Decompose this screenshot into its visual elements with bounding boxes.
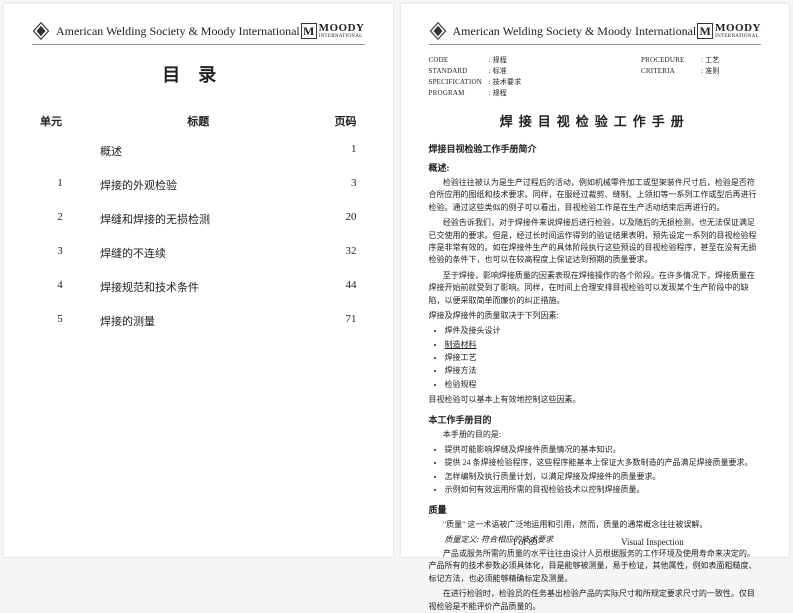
- toc-unit: 5: [40, 313, 80, 329]
- bullet-item: 焊接工艺: [445, 352, 762, 364]
- toc-row: 3焊缝的不连续32: [32, 245, 365, 261]
- bullet-item: 提供 24 条焊接检验程序，这些程序能基本上保证大多数制造的产品满足焊接质量要求…: [445, 457, 762, 469]
- toc-unit: 4: [40, 279, 80, 295]
- section-overview: 概述:: [429, 161, 762, 174]
- moody-main: MOODY: [715, 23, 761, 34]
- section-purpose: 本工作手册目的: [429, 413, 762, 426]
- section-quality: 质量: [429, 503, 762, 516]
- meta-val: : 工艺: [701, 56, 720, 64]
- para: 经验告诉我们，对于焊接件来说焊接后进行检验，以及随后的无损检测，也无法保证满足已…: [429, 217, 762, 267]
- bullet-list-purpose: 提供可能影响焊缝及焊接件质量情况的基本知识。提供 24 条焊接检验程序，这些程序…: [445, 444, 762, 497]
- toc-unit: 1: [40, 177, 80, 193]
- para: 焊接及焊接件的质量取决于下列因素:: [429, 310, 762, 322]
- toc-row: 4焊接规范和技术条件44: [32, 279, 365, 295]
- header-org: American Welding Society & Moody Interna…: [453, 24, 698, 39]
- meta-label: STANDARD: [429, 67, 489, 75]
- toc-row-title: 焊接的测量: [80, 313, 317, 329]
- bullet-item: 焊件及接头设计: [445, 325, 762, 337]
- toc-row-title: 焊缝和焊接的无损检测: [80, 211, 317, 227]
- toc-page: 1: [317, 143, 357, 159]
- meta-row: CRITERIA: 准则: [641, 66, 761, 76]
- meta-val: : 技术要求: [489, 78, 522, 86]
- moody-sub: INTERNATIONAL: [319, 34, 365, 39]
- header-org: American Welding Society & Moody Interna…: [56, 24, 301, 39]
- bullet-item: 焊接方法: [445, 365, 762, 377]
- para: 目视检验可以基本上有效地控制这些因素。: [429, 394, 762, 406]
- moody-m-icon: M: [301, 23, 317, 39]
- meta-row: PROGRAM: 规程: [429, 88, 642, 98]
- toc-title: 目录: [32, 61, 365, 87]
- bullet-item: 提供可能影响焊缝及焊接件质量情况的基本知识。: [445, 444, 762, 456]
- aws-logo-icon: [429, 22, 447, 40]
- meta-val: : 准则: [701, 67, 720, 75]
- bullet-item: 怎样编制及执行质量计划，以满足焊接及焊接件的质量要求。: [445, 471, 762, 483]
- toc-header-unit: 单元: [40, 113, 80, 129]
- page-footer: 1 of 89 Visual Inspection: [401, 537, 790, 547]
- moody-logo: M MOODY INTERNATIONAL: [301, 23, 365, 39]
- toc-unit: 3: [40, 245, 80, 261]
- toc-unit: 2: [40, 211, 80, 227]
- moody-main: MOODY: [319, 23, 365, 34]
- toc-row: 1焊接的外观检验3: [32, 177, 365, 193]
- moody-logo: M MOODY INTERNATIONAL: [697, 23, 761, 39]
- toc-page: 3: [317, 177, 357, 193]
- meta-right: PROCEDURE: 工艺CRITERIA: 准则: [641, 55, 761, 99]
- meta-row: CODE: 规程: [429, 55, 642, 65]
- doc-title: 焊接目视检验工作手册: [429, 111, 762, 130]
- meta-row: STANDARD: 标准: [429, 66, 642, 76]
- meta-label: CRITERIA: [641, 67, 701, 75]
- toc-page: 71: [317, 313, 357, 329]
- bullet-item: 检验规程: [445, 379, 762, 391]
- bullet-list-factors: 焊件及接头设计制造材料焊接工艺焊接方法检验规程: [445, 325, 762, 391]
- meta-left: CODE: 规程STANDARD: 标准SPECIFICATION: 技术要求P…: [429, 55, 642, 99]
- toc-header-title: 标题: [80, 113, 317, 129]
- aws-logo-icon: [32, 22, 50, 40]
- meta-label: PROGRAM: [429, 89, 489, 97]
- toc-row-title: 焊接的外观检验: [80, 177, 317, 193]
- page-header: American Welding Society & Moody Interna…: [32, 22, 365, 45]
- toc-header-row: 单元 标题 页码: [32, 113, 365, 129]
- meta-row: PROCEDURE: 工艺: [641, 55, 761, 65]
- toc-row-title: 概述: [80, 143, 317, 159]
- toc-page: 20: [317, 211, 357, 227]
- page-left: American Welding Society & Moody Interna…: [4, 4, 393, 557]
- para: 在进行检验时，检验员的任务基出检验产品的实际尺寸和所规定要求尺寸的一致性。仅目视…: [429, 588, 762, 613]
- para: 至于焊接，影响焊接质量的因素表现在焊接操作的各个阶段。在许多情况下，焊接质量在焊…: [429, 270, 762, 307]
- para: "质量" 这一术语被广泛地运用和引用，然而，质量的通常概念往往被误解。: [429, 519, 762, 531]
- moody-m-icon: M: [697, 23, 713, 39]
- meta-block: CODE: 规程STANDARD: 标准SPECIFICATION: 技术要求P…: [429, 55, 762, 99]
- footer-section: Visual Inspection: [621, 537, 761, 547]
- meta-label: PROCEDURE: [641, 56, 701, 64]
- meta-label: CODE: [429, 56, 489, 64]
- para: 本手册的目的是:: [429, 429, 762, 441]
- page-right: American Welding Society & Moody Interna…: [401, 4, 790, 557]
- toc-page: 44: [317, 279, 357, 295]
- meta-label: SPECIFICATION: [429, 78, 489, 86]
- toc-header-page: 页码: [317, 113, 357, 129]
- toc-body: 概述11焊接的外观检验32焊缝和焊接的无损检测203焊缝的不连续324焊接规范和…: [32, 143, 365, 329]
- toc-unit: [40, 143, 80, 159]
- para: 检验往往被认为是生产过程后的活动，例如机械零件加工或型架装件尺寸后，检验是否符合…: [429, 177, 762, 214]
- toc-row: 5焊接的测量71: [32, 313, 365, 329]
- meta-row: SPECIFICATION: 技术要求: [429, 77, 642, 87]
- toc-row: 2焊缝和焊接的无损检测20: [32, 211, 365, 227]
- toc-page: 32: [317, 245, 357, 261]
- toc-row-title: 焊接规范和技术条件: [80, 279, 317, 295]
- toc-row: 概述1: [32, 143, 365, 159]
- bullet-item: 制造材料: [445, 339, 762, 351]
- meta-val: : 规程: [489, 89, 508, 97]
- moody-sub: INTERNATIONAL: [715, 34, 761, 39]
- page-header: American Welding Society & Moody Interna…: [429, 22, 762, 45]
- footer-page-num: 1 of 89: [429, 537, 622, 547]
- bullet-item: 示例如何有效运用所需的目视检验技术以控制焊接质量。: [445, 484, 762, 496]
- intro-title: 焊接目视检验工作手册简介: [429, 142, 762, 155]
- meta-val: : 标准: [489, 67, 508, 75]
- toc-row-title: 焊缝的不连续: [80, 245, 317, 261]
- meta-val: : 规程: [489, 56, 508, 64]
- para: 产品或服务所需的质量的水平往往由设计人员根据服务的工作环境及使用寿命来决定的。产…: [429, 548, 762, 585]
